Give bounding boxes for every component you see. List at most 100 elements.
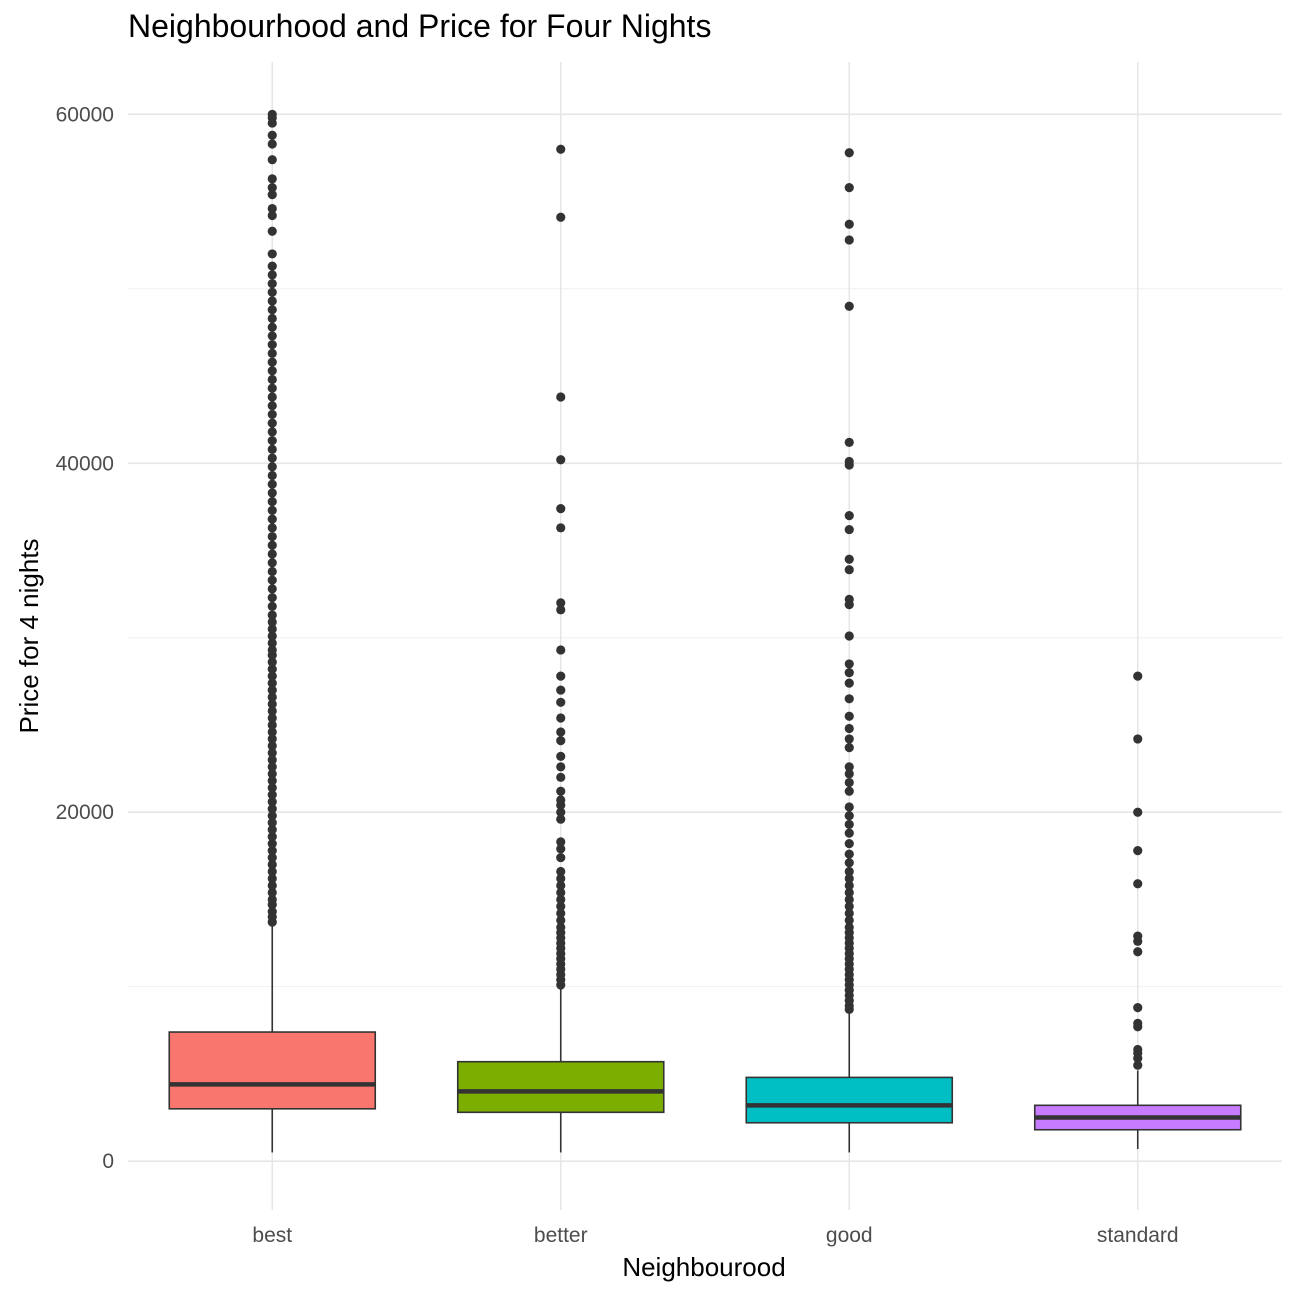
outlier-point bbox=[267, 907, 277, 917]
outlier-point bbox=[267, 531, 277, 542]
outlier-point bbox=[267, 374, 277, 385]
outlier-point bbox=[556, 144, 566, 154]
box-best bbox=[168, 109, 377, 1153]
box-layer bbox=[168, 109, 1242, 1153]
outlier-point bbox=[844, 743, 854, 753]
outlier-point bbox=[267, 727, 277, 737]
outlier-point bbox=[556, 751, 566, 761]
outlier-point bbox=[556, 908, 566, 919]
outlier-point bbox=[267, 523, 277, 533]
outlier-point bbox=[844, 183, 854, 193]
outlier-point bbox=[267, 444, 277, 454]
outlier-point bbox=[844, 839, 854, 849]
outlier-point bbox=[556, 598, 566, 608]
outlier-point bbox=[267, 357, 277, 367]
outlier-point bbox=[556, 795, 566, 805]
outlier-point bbox=[1133, 1044, 1143, 1055]
outlier-point bbox=[844, 678, 854, 688]
outlier-point bbox=[267, 631, 277, 641]
outlier-point bbox=[267, 305, 277, 315]
y-tick-label: 60000 bbox=[56, 103, 114, 126]
outlier-point bbox=[844, 866, 854, 877]
outlier-point bbox=[267, 811, 277, 821]
outlier-point bbox=[844, 873, 854, 884]
outlier-point bbox=[267, 488, 277, 498]
outlier-point bbox=[844, 858, 854, 868]
outlier-point bbox=[267, 210, 277, 221]
box-standard bbox=[1033, 671, 1242, 1149]
outlier-point bbox=[556, 523, 566, 533]
chart-title: Neighbourhood and Price for Four Nights bbox=[128, 8, 712, 44]
outlier-point bbox=[267, 427, 277, 437]
outlier-point bbox=[844, 631, 854, 641]
outlier-point bbox=[267, 514, 277, 524]
outlier-point bbox=[267, 832, 277, 842]
outlier-point bbox=[844, 594, 854, 604]
outlier-point bbox=[267, 638, 277, 648]
outlier-point bbox=[556, 605, 566, 615]
outlier-point bbox=[844, 694, 854, 704]
outlier-point bbox=[267, 601, 277, 611]
outlier-point bbox=[267, 130, 277, 140]
outlier-point bbox=[267, 109, 277, 119]
outlier-point bbox=[267, 566, 277, 577]
outlier-point bbox=[1133, 1060, 1143, 1070]
outlier-point bbox=[556, 844, 566, 854]
outlier-point bbox=[844, 235, 854, 245]
outlier-point bbox=[556, 212, 566, 222]
outlier-point bbox=[556, 807, 566, 817]
box-rect bbox=[745, 1076, 954, 1124]
outlier-point bbox=[267, 226, 277, 236]
outlier-point bbox=[1133, 845, 1143, 856]
outlier-point bbox=[844, 786, 854, 796]
outlier-point bbox=[267, 859, 277, 870]
outlier-point bbox=[267, 462, 277, 472]
outlier-point bbox=[267, 671, 277, 681]
outlier-point bbox=[844, 922, 854, 932]
outlier-point bbox=[267, 139, 277, 149]
outlier-point bbox=[556, 837, 566, 847]
outlier-point bbox=[267, 818, 277, 828]
outlier-point bbox=[267, 797, 277, 807]
outlier-point bbox=[267, 617, 277, 627]
outlier-point bbox=[267, 261, 277, 271]
outlier-point bbox=[844, 915, 854, 925]
box-rect bbox=[456, 1060, 665, 1114]
outlier-point bbox=[844, 880, 854, 891]
outlier-point bbox=[556, 772, 566, 782]
outlier-point bbox=[267, 453, 277, 463]
outlier-point bbox=[1133, 931, 1143, 941]
outlier-point bbox=[267, 189, 277, 200]
outlier-point bbox=[267, 392, 277, 402]
outlier-point bbox=[267, 873, 277, 884]
outlier-point bbox=[267, 685, 277, 695]
outlier-point bbox=[844, 777, 854, 788]
outlier-point bbox=[556, 392, 566, 402]
outlier-point bbox=[844, 565, 854, 575]
outlier-point bbox=[267, 584, 277, 594]
outlier-point bbox=[556, 786, 566, 796]
outlier-point bbox=[267, 470, 277, 481]
outlier-point bbox=[844, 668, 854, 678]
outlier-point bbox=[1133, 671, 1143, 681]
outlier-point bbox=[267, 624, 277, 634]
outlier-point bbox=[556, 894, 566, 905]
outlier-point bbox=[844, 769, 854, 779]
outlier-point bbox=[1133, 1003, 1143, 1013]
outlier-point bbox=[267, 852, 277, 863]
outlier-point bbox=[267, 894, 277, 905]
outlier-point bbox=[267, 783, 277, 793]
box-good bbox=[745, 148, 954, 1153]
outlier-point bbox=[267, 776, 277, 786]
outlier-point bbox=[844, 819, 854, 830]
outlier-point bbox=[267, 804, 277, 814]
x-tick-label: best bbox=[252, 1224, 292, 1247]
x-tick-labels: best better good standard bbox=[252, 1224, 1178, 1247]
outlier-point bbox=[267, 575, 277, 585]
outlier-point bbox=[844, 711, 854, 721]
outlier-point bbox=[267, 880, 277, 891]
outlier-point bbox=[844, 437, 854, 447]
outlier-point bbox=[267, 839, 277, 849]
outlier-point bbox=[267, 296, 277, 306]
outlier-point bbox=[1133, 1018, 1143, 1028]
